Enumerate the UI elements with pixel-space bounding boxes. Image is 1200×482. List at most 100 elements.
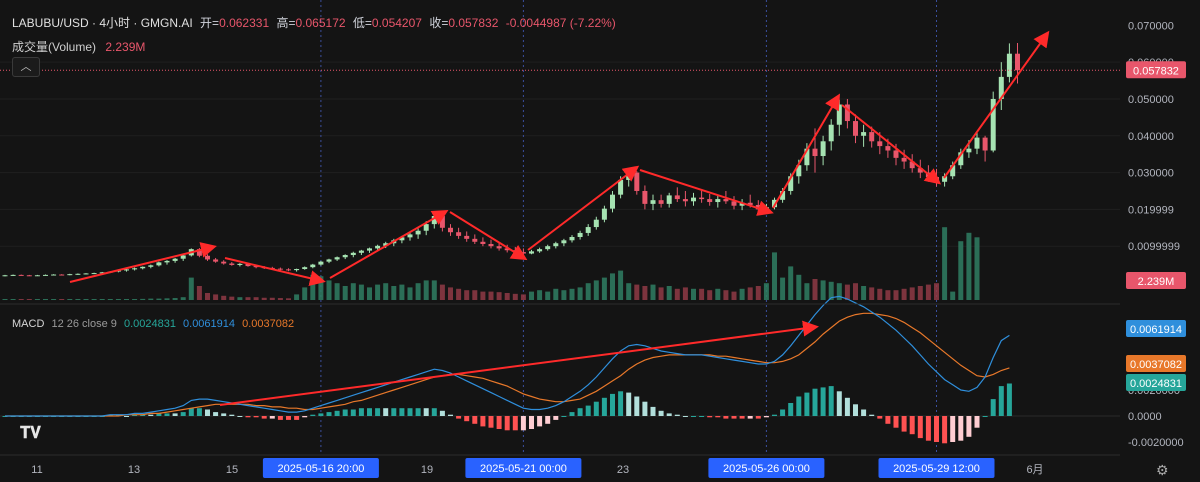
macd-histogram-bar [674, 414, 680, 416]
volume-badge-text: 2.239M [1138, 276, 1175, 288]
volume-bar [853, 283, 858, 300]
macd-histogram-bar [577, 408, 583, 416]
macd-histogram-bar [990, 399, 996, 416]
candle-body [610, 194, 615, 209]
volume-bar [99, 299, 105, 300]
price-tick-label: 0.0099999 [1128, 241, 1180, 253]
volume-bar [812, 279, 818, 300]
candle-body [990, 98, 996, 151]
candle-body [674, 195, 680, 200]
volume-bar [626, 283, 632, 300]
macd-signal-value: 0.0037082 [242, 318, 295, 330]
crosshair-date-label: 2025-05-26 00:00 [723, 463, 810, 475]
volume-bars [2, 227, 980, 300]
candle-body [763, 207, 769, 210]
volume-bar [723, 290, 729, 300]
volume-bar [245, 297, 251, 300]
volume-bar [877, 288, 883, 300]
high-value: 0.065172 [295, 16, 346, 30]
macd-histogram-bar [593, 401, 599, 416]
crosshair-date-badge [878, 458, 995, 478]
volume-label[interactable]: 成交量(Volume) [12, 40, 97, 54]
volume-bar [772, 252, 777, 300]
open-value: 0.062331 [219, 16, 270, 30]
volume-bar [18, 299, 24, 300]
macd-histogram-bar [286, 416, 291, 420]
candle-body [869, 132, 875, 142]
macd-histogram-bar [367, 408, 372, 416]
time-tick-label: 13 [128, 464, 140, 476]
candle-body [180, 255, 186, 259]
macd-histogram-bar [472, 416, 478, 424]
time-tick-label: 19 [421, 464, 433, 476]
macd-histogram-bar [342, 409, 348, 416]
price-tick-label: 0.040000 [1128, 131, 1174, 143]
macd-label[interactable]: MACD [12, 318, 45, 330]
candle-body [59, 274, 65, 276]
candle-body [140, 266, 146, 269]
volume-bar [917, 286, 923, 300]
macd-line [5, 295, 1010, 417]
macd-badge [1126, 320, 1186, 337]
volume-bar [115, 299, 121, 300]
macd-histogram-bar [504, 416, 510, 431]
macd-histogram-bar [707, 416, 713, 418]
candle-body [828, 124, 834, 142]
volume-bar [836, 283, 842, 300]
volume-bar [375, 284, 381, 300]
candle-body [642, 190, 648, 204]
macd-histogram-bar [350, 409, 356, 416]
volume-badge [1126, 272, 1186, 289]
grid-lines [0, 61, 1120, 247]
macd-histogram-bar [196, 408, 202, 416]
volume-bar [674, 288, 680, 300]
volume-bar [909, 287, 915, 300]
macd-histogram-bar [812, 388, 818, 416]
macd-histogram-bar [828, 386, 834, 416]
macd-histogram-bar [221, 413, 227, 416]
candle-body [958, 152, 964, 166]
volume-bar [237, 297, 243, 300]
candle-body [472, 238, 478, 242]
candle-body [423, 224, 429, 231]
macd-histogram-bar [1006, 383, 1012, 416]
tradingview-logo-icon[interactable]: 𝐓𝐕 [20, 425, 41, 442]
macd-histogram-bar [205, 409, 210, 416]
volume-bar [83, 299, 89, 300]
candle-body [34, 275, 40, 277]
volume-header: 成交量(Volume) 2.239M [12, 38, 145, 55]
macd-histogram-bar [650, 406, 656, 416]
volume-bar [844, 284, 850, 300]
macd-histogram-bar [164, 413, 170, 416]
macd-histogram-bar [755, 416, 761, 419]
volume-bar [942, 227, 948, 300]
collapse-indicators-button[interactable]: ︿ [12, 57, 40, 77]
candle-body [812, 148, 818, 157]
volume-bar [407, 287, 413, 300]
macd-histogram-bar [456, 416, 462, 419]
macd-histogram-bar [431, 408, 437, 416]
volume-bar [950, 291, 956, 300]
macd-histogram-bar [626, 392, 632, 416]
candle-body [998, 76, 1004, 99]
volume-bar [140, 298, 146, 300]
macd-histogram-bar [569, 412, 575, 416]
volume-bar [107, 299, 113, 300]
symbol-title[interactable]: LABUBU/USD · 4小时 · GMGN.AI [12, 16, 193, 30]
time-tick-label: 23 [617, 464, 629, 476]
volume-bar [901, 288, 907, 300]
macd-histogram-bar [934, 416, 939, 442]
value-badges: 0.057832 2.239M 0.0061914 0.0037082 0.002483… [1126, 61, 1186, 391]
volume-bar [893, 290, 899, 300]
candle-body [488, 243, 494, 247]
volume-bar [569, 288, 575, 300]
macd-histogram-bar [901, 416, 907, 432]
gear-icon[interactable]: ⚙ [1156, 462, 1169, 478]
macd-histogram-bar [634, 396, 640, 416]
candle-body [537, 249, 543, 252]
candle-body [51, 274, 57, 276]
volume-bar [699, 288, 705, 300]
volume-bar [261, 297, 267, 300]
candle-body [739, 202, 745, 206]
